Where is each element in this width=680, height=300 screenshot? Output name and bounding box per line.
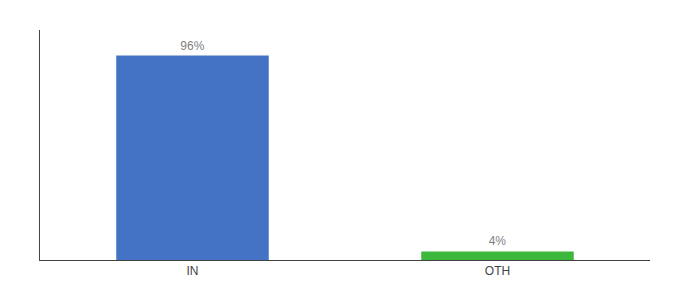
- svg-text:OTH: OTH: [485, 264, 510, 278]
- svg-text:96%: 96%: [180, 39, 204, 53]
- svg-text:IN: IN: [187, 264, 199, 278]
- svg-text:4%: 4%: [489, 234, 507, 248]
